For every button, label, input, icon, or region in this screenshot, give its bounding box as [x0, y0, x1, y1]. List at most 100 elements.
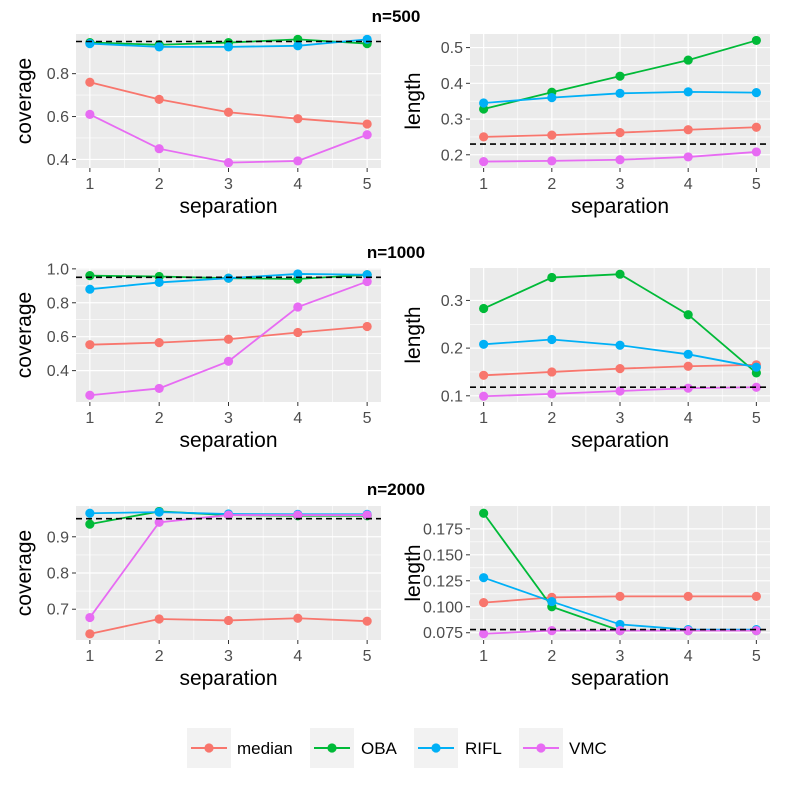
- panel-3-ytick-label: 1.0: [47, 261, 69, 278]
- panel-1-xtick-label: 2: [155, 176, 164, 193]
- panel-5-series-vmc-point: [293, 510, 303, 520]
- panel-4-ytick-label: 0.3: [441, 293, 463, 310]
- panel-3-series-vmc-point: [293, 302, 303, 312]
- panel-5-xtick-label: 2: [155, 648, 164, 665]
- panel-2-series-rifl-point: [615, 88, 625, 98]
- panel-2-series-median-point: [683, 125, 693, 135]
- legend-item-rifl: RIFL: [414, 728, 502, 768]
- panel-5-series-median-point: [154, 614, 164, 624]
- panel-1-ylabel: coverage: [13, 58, 36, 144]
- panel-6-xtick-label: 1: [479, 648, 488, 665]
- panel-6-series-median-point: [479, 598, 489, 608]
- panel-3-series-median-point: [362, 321, 372, 332]
- panel-3-series-vmc-point: [362, 276, 372, 287]
- panel-6-series-vmc-point: [547, 626, 557, 636]
- panel-3-xtick-label: 3: [224, 410, 233, 427]
- panel-5-ytick-label: 0.7: [47, 602, 69, 619]
- panel-1-series-vmc-point: [85, 109, 95, 119]
- panel-1-xtick-label: 1: [85, 176, 94, 193]
- panel-5-series-rifl-point: [154, 507, 164, 517]
- panel-1-series-vmc-point: [223, 158, 234, 168]
- panel-1-series-median-point: [293, 114, 303, 124]
- panel-6-series-rifl-point: [479, 573, 489, 583]
- panel-2-series-median-point: [547, 130, 557, 140]
- panels: 1 2 3 4 5 0.4 0.6 0.8 separation coverage 1 2 3 4 5 0.2…: [13, 34, 770, 690]
- panel-2-xtick-label: 4: [684, 176, 693, 193]
- panel-2-series-vmc-point: [751, 147, 761, 157]
- panel-6-series-vmc-point: [683, 626, 693, 636]
- panel-5-xtick-label: 5: [363, 648, 372, 665]
- legend-label-oba: OBA: [361, 739, 398, 758]
- panel-6-series-oba-point: [479, 508, 489, 518]
- panel-1-series-rifl-point: [223, 42, 234, 52]
- panel-4-series-rifl-point: [683, 349, 693, 359]
- row-title-n1000: n=1000: [367, 243, 425, 262]
- row-title-n500: n=500: [372, 7, 421, 26]
- panel-6-series-median-point: [751, 591, 761, 601]
- panel-2-xtick-label: 5: [752, 176, 761, 193]
- panel-5-xtick-label: 1: [85, 648, 94, 665]
- panel-3-ytick-label: 0.4: [47, 363, 69, 380]
- panel-6-series-vmc-point: [479, 629, 489, 639]
- panel-6-ytick-label: 0.125: [423, 573, 463, 590]
- panel-5-series-vmc-point: [362, 510, 372, 520]
- panel-2-series-rifl-point: [683, 87, 693, 97]
- panel-4: 1 2 3 4 5 0.1 0.2 0.3 separation length: [402, 268, 770, 452]
- panel-5-series-vmc-point: [223, 510, 234, 520]
- panel-4-xlabel: separation: [571, 429, 669, 452]
- panel-2-xtick-label: 1: [479, 176, 488, 193]
- panel-2-xtick-label: 2: [547, 176, 556, 193]
- panel-1-series-vmc-point: [154, 144, 164, 154]
- legend: median OBA RIFL VMC: [187, 728, 607, 768]
- panel-4-series-rifl-point: [615, 340, 625, 350]
- panel-5-series-median-point: [362, 616, 372, 626]
- panel-1-series-rifl-point: [154, 42, 164, 52]
- panel-1-series-rifl-point: [293, 41, 303, 51]
- panel-4-series-oba-point: [479, 303, 489, 314]
- panel-3: 1 2 3 4 5 0.4 0.6 0.8 1.0 separation coverage: [13, 261, 381, 452]
- panel-1-series-median-point: [154, 94, 164, 104]
- panel-2-xlabel: separation: [571, 195, 669, 218]
- panel-2-series-vmc-point: [615, 155, 625, 165]
- panel-6-series-median-point: [683, 591, 693, 601]
- panel-2-series-oba-point: [615, 71, 625, 81]
- panel-2-ylabel: length: [402, 72, 425, 129]
- panel-3-series-vmc-point: [154, 383, 164, 394]
- panel-4-xtick-label: 1: [479, 410, 488, 427]
- panel-3-series-rifl-point: [85, 284, 95, 294]
- panel-5-ytick-label: 0.8: [47, 566, 69, 583]
- panel-1-ytick-label: 0.4: [47, 152, 69, 169]
- legend-item-median: median: [187, 728, 293, 768]
- panel-6-ytick-label: 0.175: [423, 521, 463, 538]
- panel-5-xtick-label: 4: [293, 648, 302, 665]
- panel-2-series-median-point: [751, 122, 761, 132]
- panel-6: 1 2 3 4 5 0.075 0.100 0.125 0.150 0.175 separation…: [402, 506, 770, 690]
- panel-3-series-vmc-point: [223, 356, 234, 366]
- panel-6-xtick-label: 2: [547, 648, 556, 665]
- panel-3-xtick-label: 5: [363, 410, 372, 427]
- panel-4-xtick-label: 3: [616, 410, 625, 427]
- panel-6-series-rifl-point: [547, 596, 557, 607]
- panel-2-series-median-point: [479, 132, 489, 142]
- panel-5-ytick-label: 0.9: [47, 529, 69, 546]
- panel-5-series-median-point: [223, 615, 234, 626]
- panel-3-series-rifl-point: [223, 273, 234, 283]
- panel-2-ytick-label: 0.4: [441, 76, 463, 93]
- panel-2-series-median-point: [615, 128, 625, 138]
- panel-6-series-median-point: [615, 591, 625, 601]
- panel-4-series-rifl-point: [479, 339, 489, 349]
- panel-1-series-median-point: [85, 77, 95, 87]
- panel-4-series-median-point: [479, 370, 489, 380]
- panel-1-xtick-label: 3: [224, 176, 233, 193]
- panel-6-xtick-label: 5: [752, 648, 761, 665]
- panel-5-series-median-point: [293, 613, 303, 623]
- panel-2-series-vmc-point: [479, 156, 489, 167]
- panel-4-series-median-point: [547, 367, 557, 377]
- panel-5-series-vmc-point: [154, 517, 164, 527]
- panel-1-xlabel: separation: [179, 195, 277, 218]
- panel-4-series-rifl-point: [547, 334, 557, 345]
- panel-5-series-vmc-point: [85, 612, 95, 623]
- panel-1-xtick-label: 5: [363, 176, 372, 193]
- panel-1-series-vmc-point: [293, 156, 303, 166]
- panel-4-xtick-label: 2: [547, 410, 556, 427]
